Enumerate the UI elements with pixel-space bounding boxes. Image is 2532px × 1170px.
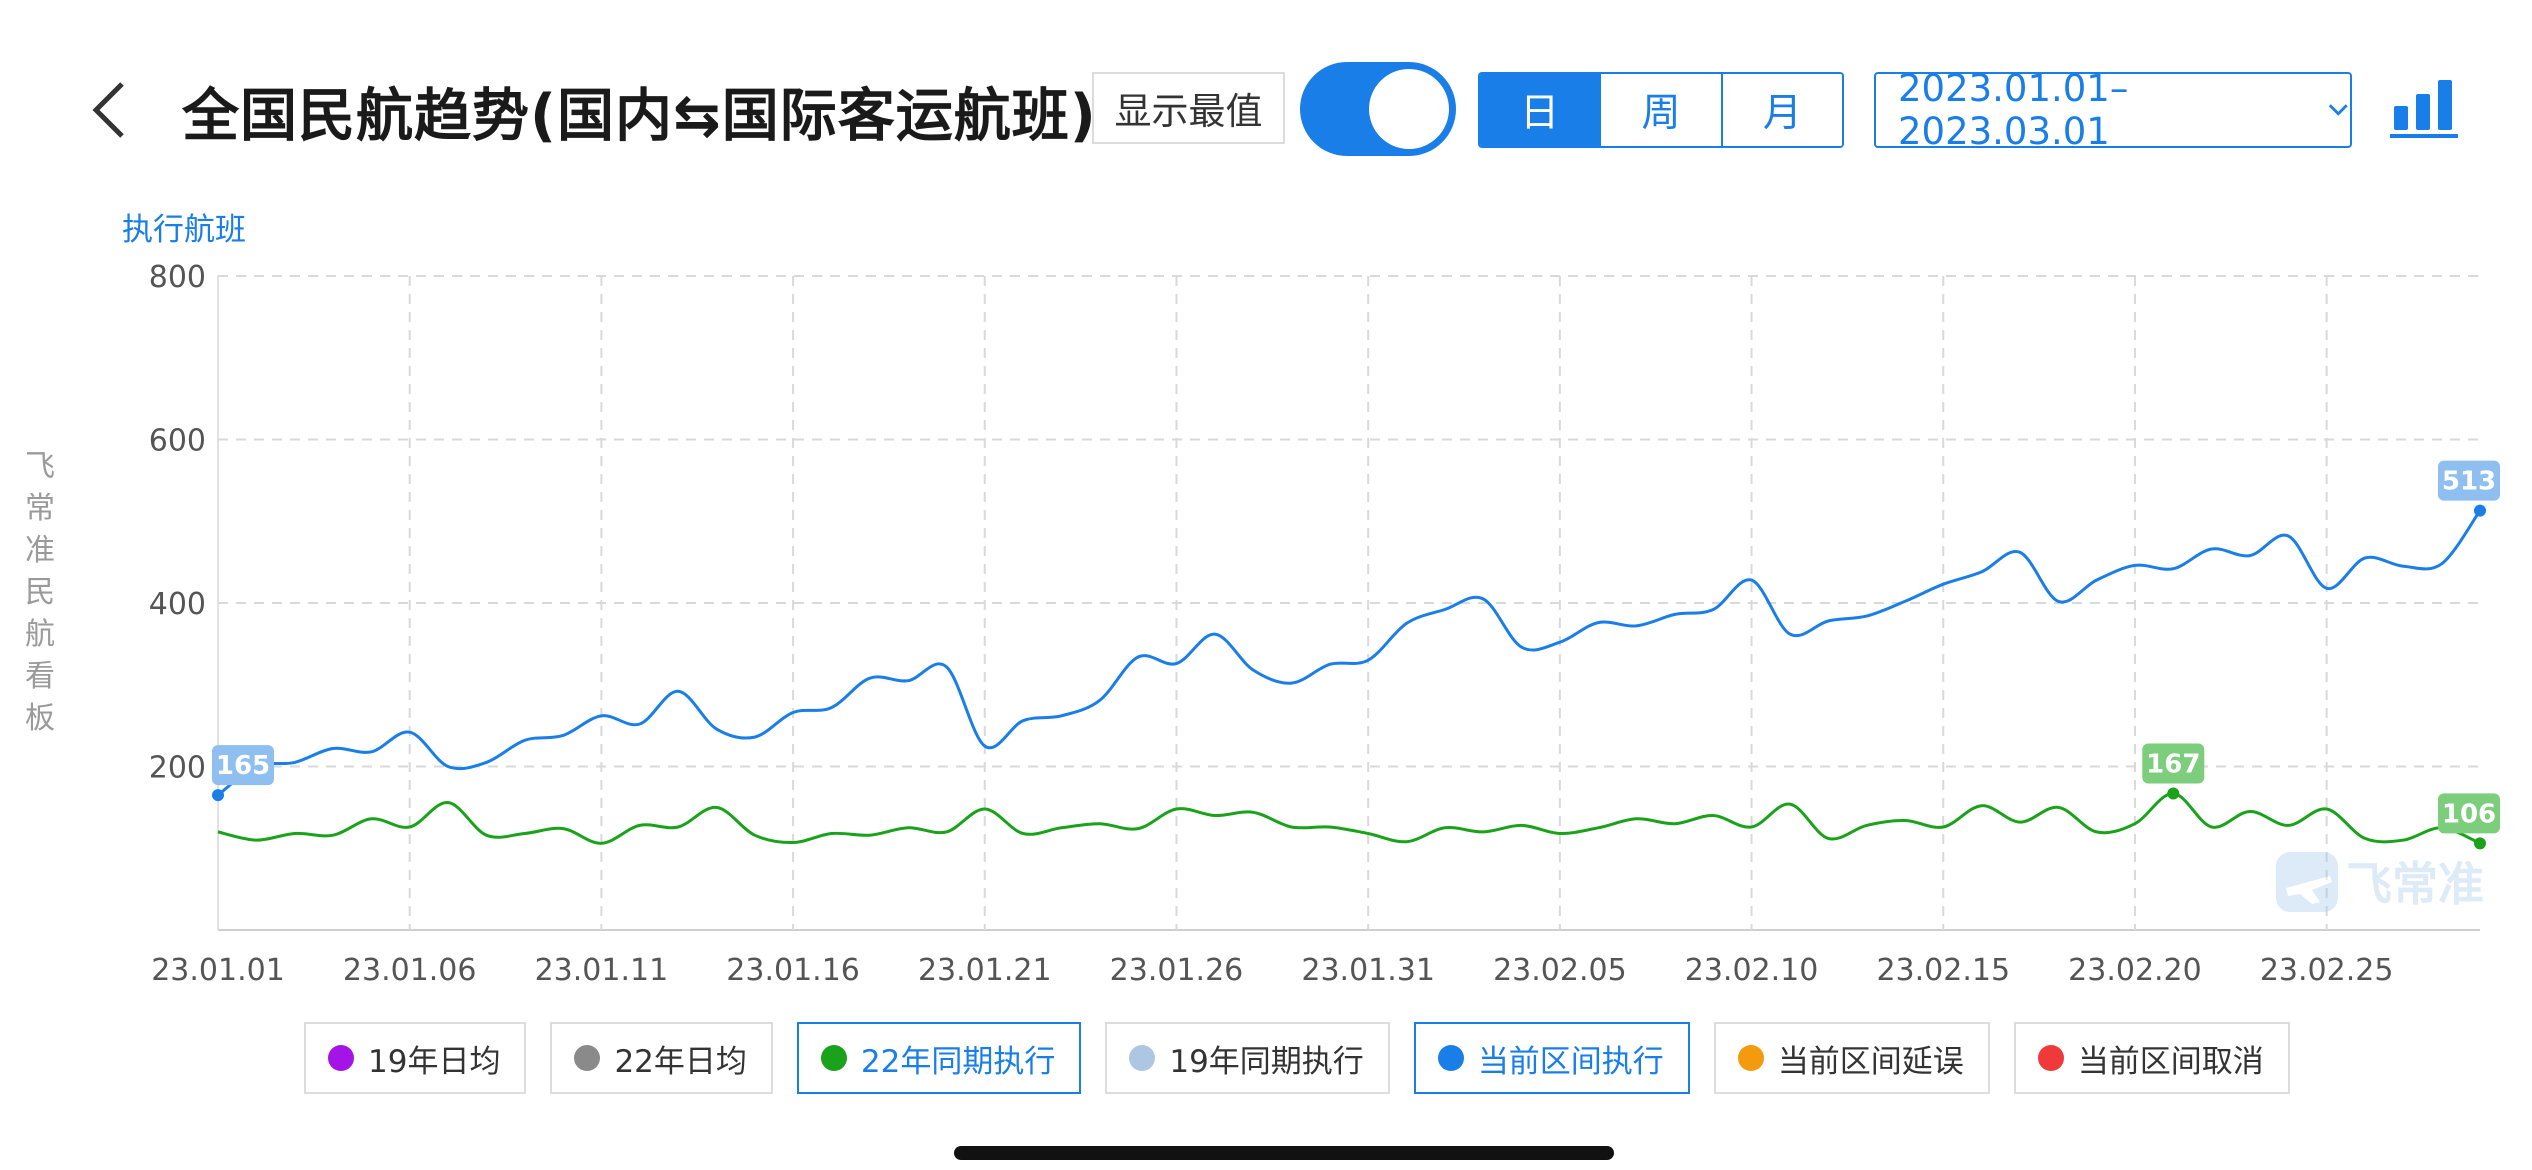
x-tick-label: 23.01.11 — [535, 953, 669, 988]
x-tick-label: 23.01.31 — [1301, 953, 1435, 988]
x-tick-label: 23.02.20 — [2068, 953, 2202, 988]
series-lines — [217, 509, 2482, 845]
data-point-marker — [2474, 837, 2486, 850]
series-line-1 — [217, 791, 2481, 845]
legend-dot — [1737, 1045, 1764, 1071]
x-tick-label: 23.02.25 — [2260, 953, 2394, 988]
data-label: 513 — [2442, 467, 2496, 497]
x-tick-label: 23.01.21 — [918, 953, 1052, 988]
y-axis-title: 执行航班 — [122, 212, 246, 248]
data-point-marker — [2167, 787, 2180, 800]
data-label: 165 — [216, 751, 270, 781]
data-point-marker — [2474, 504, 2486, 517]
data-point-marker — [212, 789, 224, 802]
legend-label: 22年日均 — [614, 1043, 747, 1080]
legend-item-current-executed[interactable]: 当前区间执行 — [1413, 1022, 1690, 1094]
y-tick-label: 400 — [149, 587, 206, 622]
legend-dot — [328, 1045, 354, 1071]
y-tick-label: 200 — [149, 751, 206, 786]
legend-label: 19年同期执行 — [1169, 1043, 1364, 1080]
show-extremes-button[interactable]: 显示最值 — [1092, 72, 1285, 144]
data-label-box — [212, 745, 274, 786]
toggle-knob — [1369, 69, 1449, 149]
x-tick-label: 23.01.01 — [151, 953, 285, 988]
x-tick-label: 23.02.10 — [1685, 953, 1819, 988]
chevron-left-icon — [92, 82, 124, 138]
series-line-0 — [217, 509, 2482, 797]
plane-logo-icon — [2276, 852, 2338, 912]
legend-item-22-daily-avg[interactable]: 22年日均 — [550, 1022, 773, 1094]
value-labels: 165 513 167 106 — [212, 460, 2500, 850]
legend-dot — [2037, 1045, 2064, 1071]
legend-item-19-same-period[interactable]: 19年同期执行 — [1105, 1022, 1390, 1094]
data-label-box — [2438, 793, 2500, 834]
trend-chart: 200 400 600 800 23.01.01 23.01.06 23.01.11 23.0… — [149, 260, 2500, 988]
y-tick-label: 800 — [149, 260, 206, 295]
y-tick-label: 600 — [149, 424, 206, 459]
legend-dot — [574, 1045, 601, 1071]
data-label: 167 — [2146, 749, 2200, 779]
legend-label: 当前区间延误 — [1777, 1043, 1964, 1080]
home-indicator — [954, 1146, 1614, 1160]
legend-dot — [820, 1045, 847, 1071]
legend: 19年日均 22年日均 22年同期执行 19年同期执行 当前区间执行 当前区间延… — [304, 1022, 2290, 1094]
watermark-logo-text: 飞常准 — [2346, 857, 2484, 911]
extremes-toggle[interactable] — [1300, 62, 1456, 156]
legend-label: 22年同期执行 — [860, 1043, 1056, 1080]
period-week-button[interactable]: 周 — [1601, 74, 1723, 146]
x-tick-label: 23.01.16 — [726, 953, 860, 988]
data-label-box — [2142, 743, 2205, 784]
data-label-box — [2438, 460, 2500, 501]
plane-shape — [2286, 876, 2332, 904]
page-title: 全国民航趋势(国内⇆国际客运航班) — [182, 83, 1097, 149]
legend-item-current-delayed[interactable]: 当前区间延误 — [1713, 1022, 1990, 1094]
date-range-text: 2023.01.01–2023.03.01 — [1898, 67, 2129, 153]
grid-lines — [217, 275, 2480, 931]
legend-label: 19年日均 — [368, 1043, 501, 1080]
vertical-watermark-text: 飞常准民航看板 — [25, 449, 55, 736]
date-range-dropdown[interactable]: 2023.01.01–2023.03.01 — [1874, 67, 2352, 153]
legend-item-current-cancelled[interactable]: 当前区间取消 — [2013, 1022, 2290, 1094]
legend-item-22-same-period[interactable]: 22年同期执行 — [796, 1022, 1082, 1094]
bar-chart-icon — [2390, 80, 2458, 138]
watermark-logo: 飞常准 — [2276, 852, 2484, 912]
axis-ticks: 200 400 600 800 23.01.01 23.01.06 23.01.11 23.0… — [149, 260, 2394, 988]
x-tick-label: 23.01.26 — [1110, 953, 1244, 988]
legend-label: 当前区间执行 — [1477, 1043, 1664, 1080]
x-tick-label: 23.01.06 — [343, 953, 477, 988]
data-label: 106 — [2442, 799, 2496, 829]
x-tick-label: 23.02.05 — [1493, 953, 1627, 988]
chevron-down-icon — [2329, 104, 2349, 116]
period-selector: 日 周 月 — [1478, 72, 1844, 148]
back-button[interactable] — [80, 78, 140, 142]
legend-item-19-daily-avg[interactable]: 19年日均 — [304, 1022, 527, 1094]
chart-type-button[interactable] — [2390, 76, 2460, 140]
legend-label: 当前区间取消 — [2077, 1043, 2264, 1080]
x-tick-label: 23.02.15 — [1876, 953, 2010, 988]
period-day-button[interactable]: 日 — [1480, 74, 1602, 146]
legend-dot — [1129, 1045, 1156, 1071]
period-month-button[interactable]: 月 — [1722, 74, 1842, 146]
legend-dot — [1437, 1045, 1464, 1071]
